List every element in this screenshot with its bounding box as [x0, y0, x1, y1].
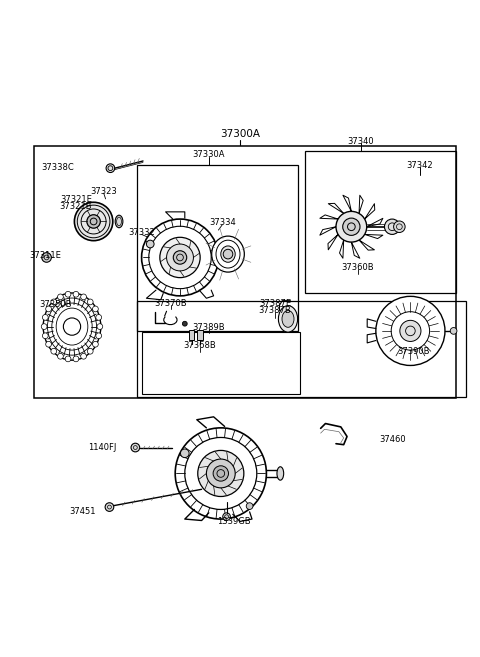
Ellipse shape: [282, 311, 294, 327]
Text: 37311E: 37311E: [30, 251, 61, 260]
Text: 37340: 37340: [348, 137, 374, 146]
Circle shape: [198, 451, 244, 497]
Text: 37451: 37451: [70, 507, 96, 516]
Ellipse shape: [221, 246, 235, 262]
Circle shape: [58, 353, 63, 359]
Circle shape: [63, 318, 81, 335]
Circle shape: [87, 348, 93, 354]
Circle shape: [400, 321, 421, 342]
Bar: [137, 166, 298, 331]
Circle shape: [343, 218, 360, 235]
Circle shape: [384, 219, 400, 235]
Text: 1339GB: 1339GB: [217, 517, 251, 526]
Circle shape: [58, 294, 63, 300]
Ellipse shape: [212, 236, 244, 272]
Text: 37332: 37332: [128, 228, 155, 237]
Text: 37350B: 37350B: [39, 300, 72, 309]
Circle shape: [73, 292, 79, 297]
Ellipse shape: [277, 466, 284, 480]
Circle shape: [450, 328, 457, 334]
Bar: [189, 330, 194, 340]
Circle shape: [97, 324, 103, 329]
Circle shape: [74, 202, 113, 240]
Circle shape: [93, 306, 98, 312]
Bar: [197, 330, 203, 340]
Circle shape: [175, 428, 266, 519]
Circle shape: [213, 466, 228, 481]
Circle shape: [96, 333, 102, 338]
Circle shape: [146, 240, 154, 248]
Circle shape: [65, 356, 71, 362]
Text: 37390B: 37390B: [397, 346, 430, 355]
Circle shape: [87, 215, 100, 228]
Text: 37300A: 37300A: [220, 129, 260, 139]
Circle shape: [180, 449, 189, 458]
Text: 37321E: 37321E: [60, 195, 92, 204]
Circle shape: [51, 299, 57, 305]
Circle shape: [246, 503, 253, 509]
Text: 1140FJ: 1140FJ: [88, 443, 117, 452]
Text: 37360B: 37360B: [341, 263, 374, 271]
Bar: [137, 301, 466, 397]
Text: 37334: 37334: [209, 218, 236, 227]
Circle shape: [206, 459, 235, 488]
Text: 37368B: 37368B: [184, 341, 216, 350]
Circle shape: [87, 299, 93, 305]
Circle shape: [46, 306, 51, 312]
Circle shape: [73, 356, 79, 362]
Text: 37389B: 37389B: [192, 323, 225, 332]
Circle shape: [42, 333, 48, 338]
Circle shape: [167, 244, 193, 271]
Circle shape: [42, 253, 51, 262]
Circle shape: [142, 219, 218, 296]
Circle shape: [160, 237, 200, 278]
Circle shape: [93, 342, 98, 347]
Text: 37321B: 37321B: [60, 202, 92, 211]
Text: 37370B: 37370B: [155, 299, 187, 308]
Text: 37387B: 37387B: [259, 306, 291, 315]
Ellipse shape: [43, 293, 101, 360]
Bar: [142, 332, 300, 394]
Text: 37387E: 37387E: [259, 298, 291, 307]
Bar: [305, 151, 456, 292]
Circle shape: [223, 513, 230, 520]
Circle shape: [96, 315, 102, 320]
Circle shape: [51, 348, 57, 354]
Circle shape: [46, 342, 51, 347]
Circle shape: [81, 294, 86, 300]
Text: 37338C: 37338C: [42, 163, 74, 171]
Circle shape: [106, 164, 115, 173]
Circle shape: [65, 292, 71, 297]
Circle shape: [182, 321, 187, 326]
Text: 37330A: 37330A: [192, 150, 225, 159]
Ellipse shape: [115, 215, 123, 228]
Text: 37342: 37342: [407, 161, 433, 170]
Circle shape: [41, 324, 47, 329]
Circle shape: [376, 296, 445, 365]
Text: 37460: 37460: [379, 436, 406, 444]
Circle shape: [42, 315, 48, 320]
Circle shape: [223, 249, 233, 259]
Ellipse shape: [278, 306, 298, 332]
Circle shape: [105, 503, 114, 511]
Circle shape: [336, 212, 367, 242]
Circle shape: [173, 251, 187, 264]
Bar: [34, 146, 456, 398]
Circle shape: [131, 443, 140, 452]
Text: 37323: 37323: [90, 187, 117, 196]
Circle shape: [394, 221, 405, 233]
Circle shape: [81, 353, 86, 359]
